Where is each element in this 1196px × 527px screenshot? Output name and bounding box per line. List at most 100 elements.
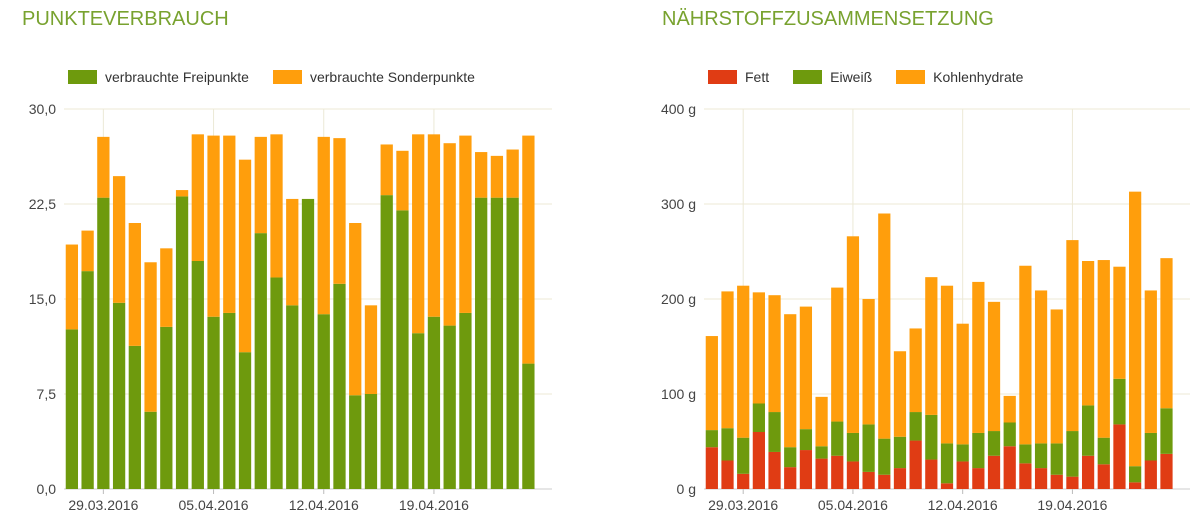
bar-segment-eiweiß[interactable]: [1050, 443, 1063, 475]
bar-segment-verbrauchte-freipunkte[interactable]: [65, 329, 79, 489]
bar-segment-fett[interactable]: [784, 467, 797, 489]
bar-segment-verbrauchte-sonderpunkte[interactable]: [412, 134, 425, 334]
bar-segment-kohlenhydrate[interactable]: [878, 213, 891, 439]
bar-segment-fett[interactable]: [1034, 468, 1048, 489]
bar-segment-fett[interactable]: [909, 440, 922, 489]
bar-segment-kohlenhydrate[interactable]: [1113, 266, 1126, 379]
bar-segment-kohlenhydrate[interactable]: [815, 396, 828, 447]
legend-item-eiweiss[interactable]: Eiweiß: [793, 69, 872, 85]
bar-segment-kohlenhydrate[interactable]: [1160, 258, 1173, 409]
bar-segment-verbrauchte-freipunkte[interactable]: [380, 195, 393, 489]
bar-segment-eiweiß[interactable]: [1129, 466, 1142, 483]
bar-segment-fett[interactable]: [1144, 460, 1157, 490]
bar-segment-eiweiß[interactable]: [1160, 408, 1173, 454]
legend-item-fett[interactable]: Fett: [708, 69, 769, 85]
bar-segment-fett[interactable]: [862, 471, 875, 489]
bar-segment-eiweiß[interactable]: [956, 444, 969, 462]
bar-segment-verbrauchte-freipunkte[interactable]: [238, 352, 252, 489]
bar-segment-fett[interactable]: [1003, 446, 1016, 489]
bar-segment-kohlenhydrate[interactable]: [972, 281, 985, 433]
bar-segment-fett[interactable]: [893, 468, 907, 489]
bar-segment-fett[interactable]: [1050, 474, 1063, 489]
bar-segment-fett[interactable]: [1066, 476, 1079, 489]
bar-segment-eiweiß[interactable]: [1144, 432, 1157, 461]
bar-segment-fett[interactable]: [1019, 463, 1032, 489]
bar-segment-eiweiß[interactable]: [784, 447, 797, 468]
bar-segment-kohlenhydrate[interactable]: [768, 295, 781, 413]
bar-segment-verbrauchte-freipunkte[interactable]: [333, 283, 346, 489]
bar-segment-verbrauchte-freipunkte[interactable]: [191, 261, 204, 489]
bar-segment-fett[interactable]: [815, 458, 828, 489]
bar-segment-fett[interactable]: [799, 450, 813, 489]
bar-segment-verbrauchte-freipunkte[interactable]: [443, 325, 456, 489]
bar-segment-verbrauchte-freipunkte[interactable]: [207, 316, 220, 489]
bar-segment-verbrauchte-sonderpunkte[interactable]: [522, 135, 535, 364]
bar-segment-verbrauchte-freipunkte[interactable]: [459, 312, 472, 489]
bar-segment-verbrauchte-sonderpunkte[interactable]: [364, 305, 378, 394]
bar-segment-verbrauchte-sonderpunkte[interactable]: [396, 150, 409, 211]
bar-segment-verbrauchte-sonderpunkte[interactable]: [443, 143, 456, 326]
bar-segment-verbrauchte-sonderpunkte[interactable]: [207, 135, 220, 317]
bar-segment-verbrauchte-freipunkte[interactable]: [522, 363, 535, 489]
bar-segment-kohlenhydrate[interactable]: [987, 301, 1001, 432]
bar-segment-verbrauchte-freipunkte[interactable]: [412, 333, 425, 489]
bar-segment-kohlenhydrate[interactable]: [925, 277, 938, 415]
bar-segment-kohlenhydrate[interactable]: [831, 287, 844, 422]
bar-segment-verbrauchte-sonderpunkte[interactable]: [97, 136, 110, 198]
bar-segment-fett[interactable]: [972, 468, 985, 489]
bar-segment-verbrauchte-sonderpunkte[interactable]: [238, 159, 252, 353]
bar-segment-verbrauchte-freipunkte[interactable]: [349, 395, 362, 489]
bar-segment-verbrauchte-freipunkte[interactable]: [364, 394, 378, 489]
bar-segment-kohlenhydrate[interactable]: [909, 328, 922, 413]
bar-segment-verbrauchte-sonderpunkte[interactable]: [81, 230, 94, 272]
bar-segment-kohlenhydrate[interactable]: [893, 351, 907, 437]
bar-segment-eiweiß[interactable]: [1034, 443, 1048, 469]
bar-segment-eiweiß[interactable]: [940, 443, 954, 484]
bar-segment-verbrauchte-sonderpunkte[interactable]: [144, 262, 157, 412]
bar-segment-verbrauchte-sonderpunkte[interactable]: [191, 134, 204, 261]
bar-segment-verbrauchte-freipunkte[interactable]: [286, 305, 299, 489]
legend-item-kohlenhydrate[interactable]: Kohlenhydrate: [896, 69, 1023, 85]
bar-segment-verbrauchte-freipunkte[interactable]: [97, 197, 110, 489]
bar-segment-eiweiß[interactable]: [925, 414, 938, 460]
bar-segment-fett[interactable]: [925, 459, 938, 489]
bar-segment-kohlenhydrate[interactable]: [1003, 395, 1016, 423]
bar-segment-verbrauchte-sonderpunkte[interactable]: [223, 135, 236, 313]
bar-segment-verbrauchte-sonderpunkte[interactable]: [459, 135, 472, 313]
bar-segment-fett[interactable]: [737, 473, 750, 489]
bar-segment-fett[interactable]: [1081, 455, 1095, 489]
bar-segment-verbrauchte-freipunkte[interactable]: [490, 197, 504, 489]
bar-segment-eiweiß[interactable]: [862, 424, 875, 472]
bar-segment-eiweiß[interactable]: [893, 436, 907, 469]
bar-segment-eiweiß[interactable]: [909, 412, 922, 441]
bar-segment-verbrauchte-freipunkte[interactable]: [175, 196, 189, 489]
bar-segment-verbrauchte-sonderpunkte[interactable]: [112, 176, 126, 303]
bar-segment-fett[interactable]: [846, 461, 860, 489]
bar-segment-eiweiß[interactable]: [846, 432, 860, 462]
bar-segment-verbrauchte-freipunkte[interactable]: [160, 326, 173, 489]
bar-segment-kohlenhydrate[interactable]: [956, 323, 969, 445]
bar-segment-verbrauchte-freipunkte[interactable]: [427, 316, 441, 489]
bar-segment-fett[interactable]: [1129, 482, 1142, 489]
bar-segment-fett[interactable]: [940, 483, 954, 489]
bar-segment-verbrauchte-freipunkte[interactable]: [506, 197, 519, 489]
bar-segment-verbrauchte-sonderpunkte[interactable]: [128, 223, 141, 346]
bar-segment-verbrauchte-freipunkte[interactable]: [112, 302, 126, 489]
bar-segment-kohlenhydrate[interactable]: [1081, 261, 1095, 406]
bar-segment-verbrauchte-sonderpunkte[interactable]: [490, 155, 504, 198]
bar-segment-verbrauchte-freipunkte[interactable]: [144, 411, 157, 489]
bar-segment-fett[interactable]: [752, 432, 765, 489]
bar-segment-fett[interactable]: [831, 455, 844, 489]
legend-item-freipunkte[interactable]: verbrauchte Freipunkte: [68, 69, 249, 85]
bar-segment-verbrauchte-sonderpunkte[interactable]: [506, 149, 519, 198]
bar-segment-verbrauchte-sonderpunkte[interactable]: [175, 190, 189, 197]
bar-segment-kohlenhydrate[interactable]: [940, 285, 954, 444]
bar-segment-kohlenhydrate[interactable]: [1129, 191, 1142, 467]
bar-segment-verbrauchte-freipunkte[interactable]: [270, 277, 283, 489]
bar-segment-verbrauchte-sonderpunkte[interactable]: [286, 198, 299, 306]
bar-segment-verbrauchte-freipunkte[interactable]: [223, 312, 236, 489]
bar-segment-eiweiß[interactable]: [815, 446, 828, 459]
bar-segment-verbrauchte-freipunkte[interactable]: [81, 271, 94, 489]
bar-segment-verbrauchte-sonderpunkte[interactable]: [270, 134, 283, 278]
bar-segment-eiweiß[interactable]: [1066, 431, 1079, 477]
